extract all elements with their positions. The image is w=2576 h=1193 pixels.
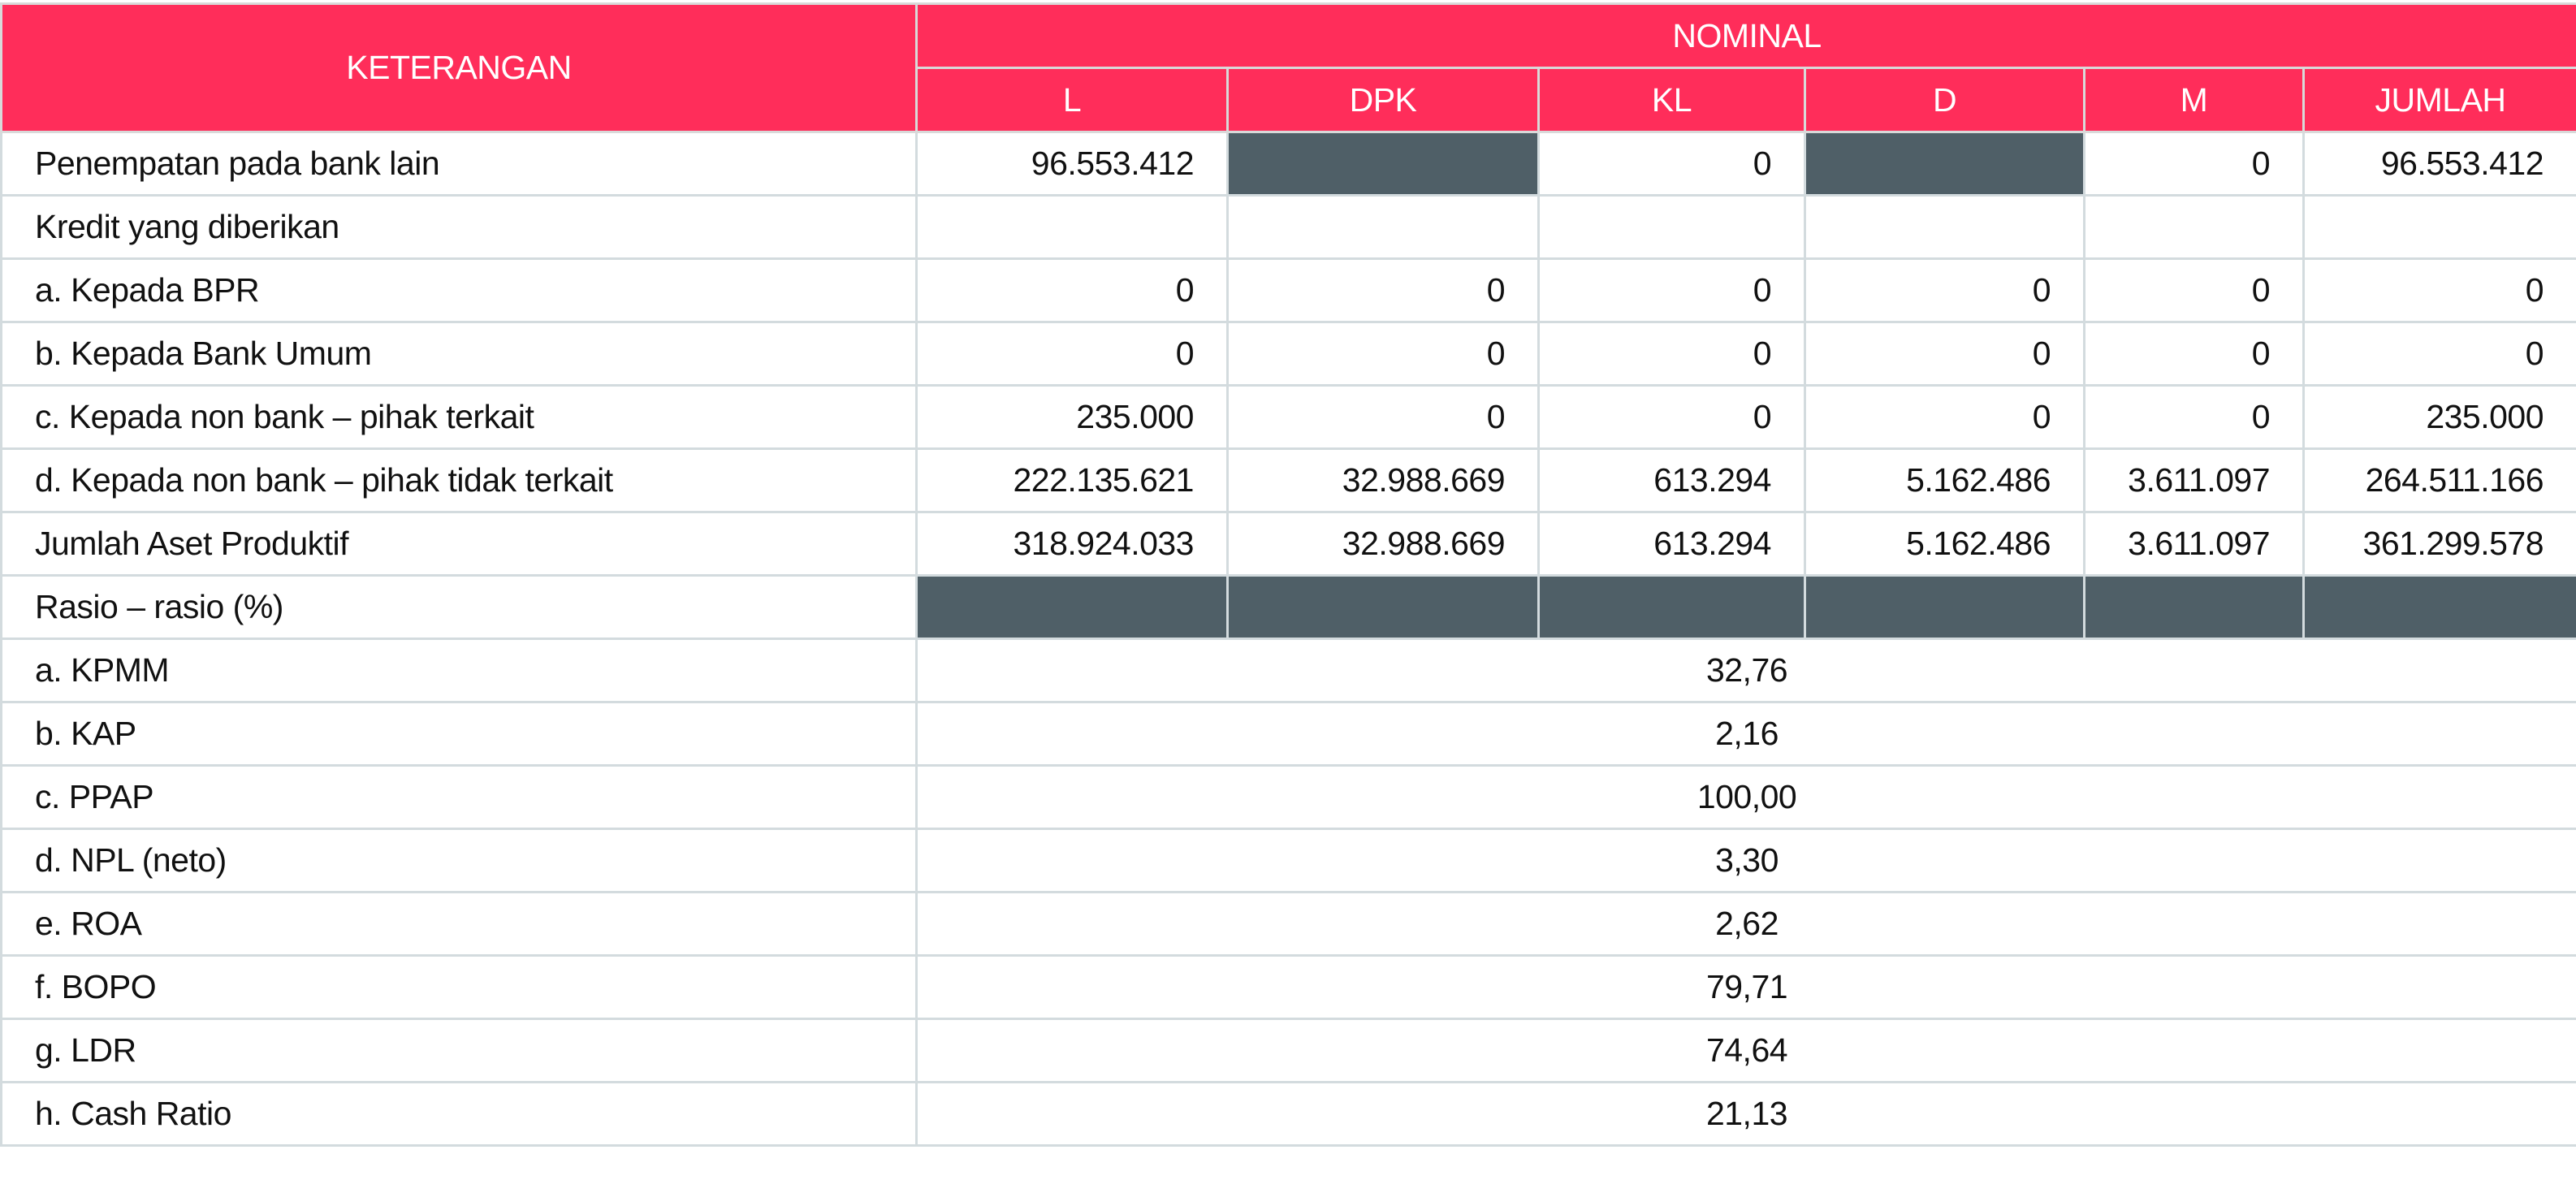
value-cell: 3.611.097 xyxy=(2085,512,2304,576)
row-label: Kredit yang diberikan xyxy=(2,196,917,259)
shaded-cell xyxy=(2085,576,2304,639)
value-cell: 0 xyxy=(1228,386,1539,449)
value-cell: 3.611.097 xyxy=(2085,449,2304,512)
shaded-cell xyxy=(1228,576,1539,639)
value-cell: 0 xyxy=(1805,386,2085,449)
value-cell: 0 xyxy=(1805,259,2085,322)
value-cell xyxy=(2085,196,2304,259)
value-cell: 0 xyxy=(1805,322,2085,386)
value-cell xyxy=(1228,196,1539,259)
value-cell xyxy=(917,196,1228,259)
value-cell: 0 xyxy=(1539,132,1805,196)
value-cell: 5.162.486 xyxy=(1805,512,2085,576)
value-cell: 32.988.669 xyxy=(1228,512,1539,576)
value-cell: 222.135.621 xyxy=(917,449,1228,512)
ratio-label: e. ROA xyxy=(2,893,917,956)
shaded-cell xyxy=(1805,132,2085,196)
ratio-value: 2,62 xyxy=(917,893,2576,956)
value-cell: 0 xyxy=(1228,322,1539,386)
value-cell: 0 xyxy=(2085,259,2304,322)
asset-quality-table: KETERANGAN NOMINAL L DPK KL D M JUMLAH P… xyxy=(0,2,2576,1147)
header-col-l: L xyxy=(917,68,1228,132)
value-cell: 5.162.486 xyxy=(1805,449,2085,512)
header-row-1: KETERANGAN NOMINAL xyxy=(2,4,2576,68)
ratio-label: g. LDR xyxy=(2,1019,917,1083)
value-cell: 32.988.669 xyxy=(1228,449,1539,512)
row-label: b. Kepada Bank Umum xyxy=(2,322,917,386)
ratio-label: f. BOPO xyxy=(2,956,917,1019)
value-cell: 96.553.412 xyxy=(2304,132,2576,196)
value-cell: 318.924.033 xyxy=(917,512,1228,576)
ratio-label: d. NPL (neto) xyxy=(2,829,917,893)
value-cell: 235.000 xyxy=(2304,386,2576,449)
value-cell: 264.511.166 xyxy=(2304,449,2576,512)
value-cell: 613.294 xyxy=(1539,512,1805,576)
ratio-label: c. PPAP xyxy=(2,766,917,829)
value-cell: 0 xyxy=(917,322,1228,386)
value-cell xyxy=(1539,196,1805,259)
header-nominal: NOMINAL xyxy=(917,4,2576,68)
header-keterangan: KETERANGAN xyxy=(2,4,917,132)
value-cell: 0 xyxy=(1228,259,1539,322)
value-cell: 0 xyxy=(1539,259,1805,322)
shaded-cell xyxy=(1539,576,1805,639)
value-cell: 0 xyxy=(2304,322,2576,386)
ratio-value: 79,71 xyxy=(917,956,2576,1019)
value-cell xyxy=(2304,196,2576,259)
value-cell: 0 xyxy=(1539,386,1805,449)
ratio-value: 74,64 xyxy=(917,1019,2576,1083)
table-row: d. Kepada non bank – pihak tidak terkait… xyxy=(2,449,2576,512)
ratio-value: 2,16 xyxy=(917,702,2576,766)
shaded-cell xyxy=(1228,132,1539,196)
ratio-label: a. KPMM xyxy=(2,639,917,702)
ratio-value: 100,00 xyxy=(917,766,2576,829)
value-cell: 0 xyxy=(2085,132,2304,196)
row-label: a. Kepada BPR xyxy=(2,259,917,322)
ratio-value: 32,76 xyxy=(917,639,2576,702)
header-col-m: M xyxy=(2085,68,2304,132)
value-cell: 613.294 xyxy=(1539,449,1805,512)
value-cell: 0 xyxy=(1539,322,1805,386)
ratio-label: h. Cash Ratio xyxy=(2,1083,917,1146)
shaded-cell xyxy=(1805,576,2085,639)
shaded-cell xyxy=(2304,576,2576,639)
shaded-cell xyxy=(917,576,1228,639)
header-col-d: D xyxy=(1805,68,2085,132)
row-label: d. Kepada non bank – pihak tidak terkait xyxy=(2,449,917,512)
ratio-row: d. NPL (neto)3,30 xyxy=(2,829,2576,893)
value-cell: 361.299.578 xyxy=(2304,512,2576,576)
row-label: c. Kepada non bank – pihak terkait xyxy=(2,386,917,449)
header-col-kl: KL xyxy=(1539,68,1805,132)
table-row: Rasio – rasio (%) xyxy=(2,576,2576,639)
value-cell: 96.553.412 xyxy=(917,132,1228,196)
value-cell: 0 xyxy=(2085,386,2304,449)
value-cell: 235.000 xyxy=(917,386,1228,449)
value-cell: 0 xyxy=(2304,259,2576,322)
header-col-dpk: DPK xyxy=(1228,68,1539,132)
table-row: Kredit yang diberikan xyxy=(2,196,2576,259)
value-cell xyxy=(1805,196,2085,259)
ratio-value: 21,13 xyxy=(917,1083,2576,1146)
row-label: Penempatan pada bank lain xyxy=(2,132,917,196)
ratio-value: 3,30 xyxy=(917,829,2576,893)
value-cell: 0 xyxy=(917,259,1228,322)
row-label: Rasio – rasio (%) xyxy=(2,576,917,639)
ratio-label: b. KAP xyxy=(2,702,917,766)
value-cell: 0 xyxy=(2085,322,2304,386)
header-col-jumlah: JUMLAH xyxy=(2304,68,2576,132)
row-label: Jumlah Aset Produktif xyxy=(2,512,917,576)
